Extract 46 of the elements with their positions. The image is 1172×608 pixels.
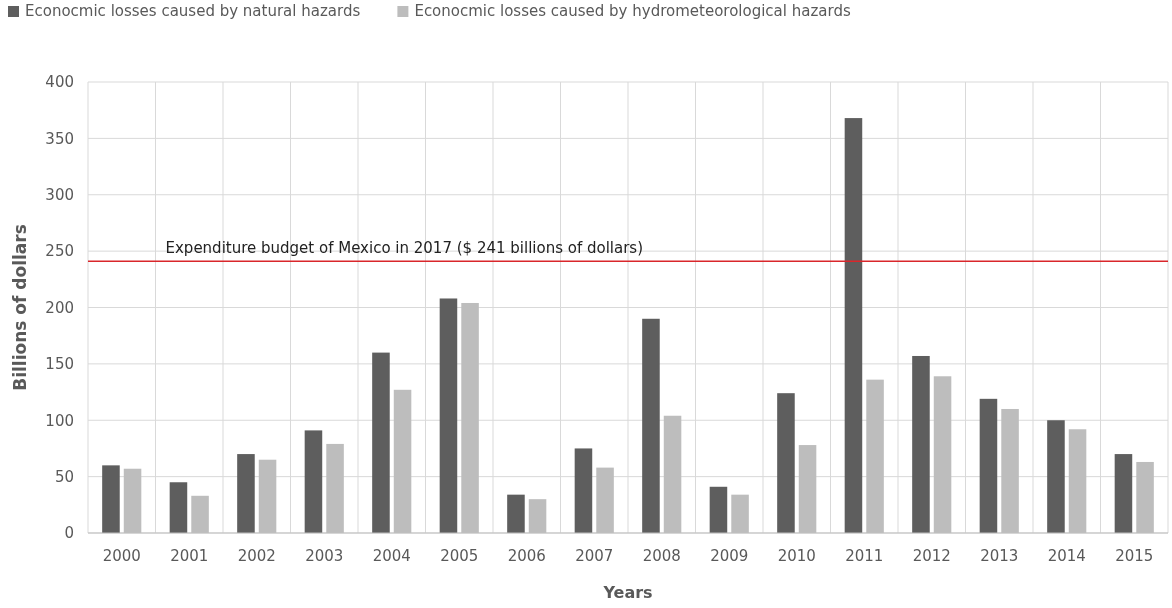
- bar: [642, 318, 660, 533]
- x-axis-title: Years: [602, 583, 653, 602]
- bar: [439, 298, 458, 533]
- bar: [844, 118, 863, 533]
- x-tick-label: 2010: [777, 547, 816, 565]
- legend-label: Econocmic losses caused by hydrometeorological hazards: [414, 2, 851, 20]
- x-tick-label: 2002: [237, 547, 276, 565]
- x-tick-label: 2011: [845, 547, 884, 565]
- y-tick-label: 200: [45, 298, 74, 317]
- y-tick-label: 150: [45, 355, 74, 374]
- x-tick-label: 2003: [305, 547, 344, 565]
- x-tick-label: 2006: [507, 547, 546, 565]
- x-tick-label: 2009: [710, 547, 749, 565]
- y-tick-label: 0: [64, 524, 74, 543]
- x-tick-label: 2001: [170, 547, 209, 565]
- x-tick-label: 2013: [980, 547, 1019, 565]
- x-tick-label: 2000: [102, 547, 141, 565]
- bar: [979, 398, 998, 533]
- bar: [777, 393, 795, 533]
- bar: [237, 454, 255, 533]
- x-tick-label: 2012: [912, 547, 951, 565]
- bar: [304, 430, 323, 533]
- y-tick-label: 100: [45, 411, 74, 430]
- y-axis-title: Billions of dollars: [10, 224, 30, 391]
- bar: [709, 486, 728, 533]
- bar: [169, 482, 188, 533]
- bar: [912, 355, 930, 533]
- y-tick-label: 50: [54, 467, 74, 486]
- y-tick-label: 400: [45, 73, 74, 92]
- x-tick-label: 2004: [372, 547, 411, 565]
- x-tick-label: 2014: [1047, 547, 1086, 565]
- bar: [507, 494, 525, 533]
- y-tick-label: 250: [45, 242, 74, 261]
- x-tick-label: 2008: [642, 547, 681, 565]
- ref-line-label: Expenditure budget of Mexico in 2017 ($ 241 billions of dollars): [165, 239, 644, 258]
- y-tick-label: 300: [45, 186, 74, 204]
- bar: [574, 448, 593, 533]
- bar: [1047, 420, 1065, 533]
- bar: [1114, 454, 1133, 533]
- legend-label: Econocmic losses caused by natural hazards: [25, 2, 361, 20]
- x-tick-label: 2005: [440, 547, 479, 565]
- y-tick-label: 350: [45, 129, 74, 148]
- bar: [372, 352, 390, 533]
- bar: [102, 465, 120, 533]
- x-tick-label: 2015: [1115, 547, 1154, 565]
- x-tick-label: 2007: [575, 547, 614, 565]
